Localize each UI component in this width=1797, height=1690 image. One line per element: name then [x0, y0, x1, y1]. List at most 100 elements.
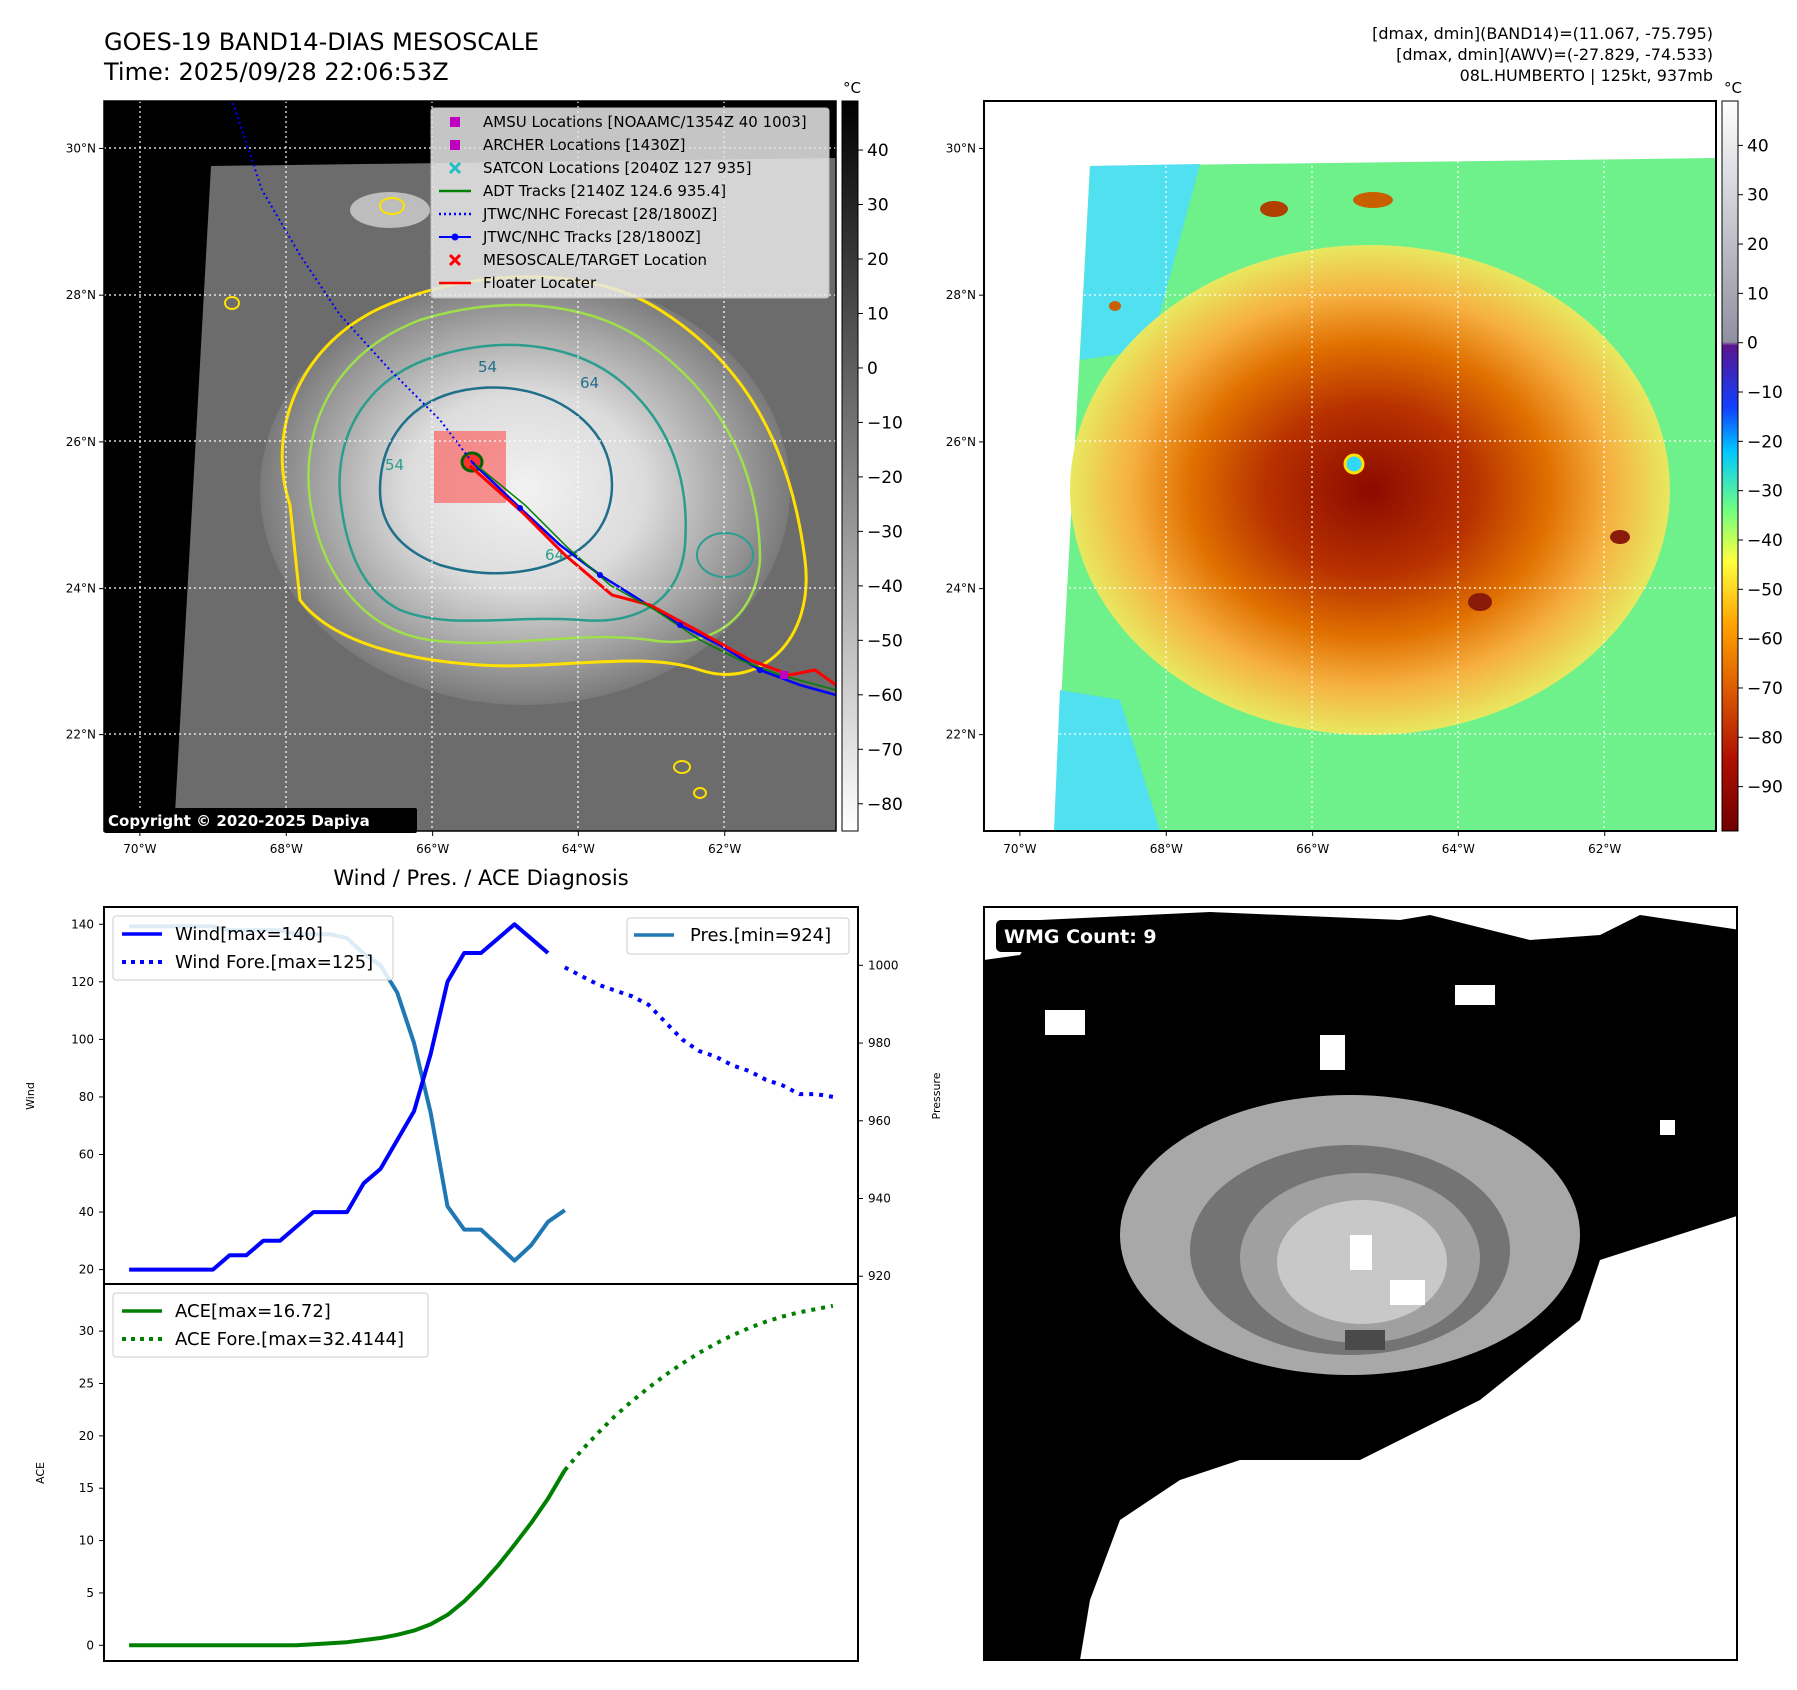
color-colorbar-tick-label: −70: [1747, 679, 1783, 699]
gray-colorbar-tick-label: −80: [867, 795, 903, 815]
ace-chart: 0 5 10 15 20 25 30 ACE ACE[max=16.72] ACE Fore…: [34, 1283, 859, 1662]
adt-track: [474, 463, 836, 691]
stats-band14: [dmax, dmin](BAND14)=(11.067, -75.795): [1372, 24, 1713, 43]
pressure-axis-tick-label: 960: [868, 1114, 891, 1128]
color-colorbar-tick-label: −50: [1747, 580, 1783, 600]
color-colorbar-tick-label: −30: [1747, 482, 1783, 502]
ace-axis-tick-label: 15: [79, 1481, 94, 1495]
enhanced-map-lon-tick-label: 70°W: [1003, 842, 1036, 856]
ir-map-lon-tick-label: 64°W: [562, 842, 595, 856]
jtwc-forecast-track: [232, 102, 473, 463]
ir-map-lon-tick-label: 66°W: [416, 842, 449, 856]
wind-fore-legend-label: Wind Fore.[max=125]: [175, 952, 373, 973]
legend-item-label: JTWC/NHC Forecast [28/1800Z]: [482, 205, 717, 223]
enhanced-map-lat-tick-label: 26°N: [946, 435, 976, 449]
ir-map-lat-tick-label: 28°N: [66, 288, 96, 302]
gray-colorbar: °C 40 30 20 10 0 −10 −20 −30 −40 −50 −60 −70 −80: [841, 79, 903, 832]
ir-map-lon-tick-label: 62°W: [708, 842, 741, 856]
contour-green: [307, 303, 762, 645]
wind-axis-tick-label: 100: [71, 1032, 94, 1046]
stats-awv: [dmax, dmin](AWV)=(-27.829, -74.533): [1396, 45, 1713, 64]
ir-map-panel: 54 64 54 64 AMSU Locations: [103, 100, 837, 833]
enhanced-map-lon-tick-label: 68°W: [1150, 842, 1183, 856]
copyright-text: Copyright © 2020-2025 Dapiya: [108, 812, 370, 830]
gray-colorbar-tick-label: −40: [867, 577, 903, 597]
wind-series-0-line: [129, 922, 550, 1272]
color-colorbar-tick-label: −20: [1747, 432, 1783, 452]
color-colorbar-tick-label: −90: [1747, 778, 1783, 798]
wind-axis-label: Wind: [24, 1082, 37, 1110]
legend-marker-x: [448, 161, 462, 175]
wind-series-1-line: [563, 965, 834, 1099]
ace-axis-tick-label: 0: [86, 1638, 94, 1652]
wmg-panel: WMG Count: 9: [983, 906, 1738, 1661]
contour-label-3: 54: [385, 456, 404, 474]
legend-marker-x: [448, 253, 462, 267]
ace-axis-label: ACE: [34, 1462, 47, 1484]
contour-label-4: 64: [545, 546, 564, 564]
pressure-axis-tick-label: 1000: [868, 958, 899, 972]
gray-colorbar-tick-label: 0: [867, 359, 878, 379]
legend-item-label: AMSU Locations [NOAAMC/1354Z 40 1003]: [483, 113, 807, 131]
copyright-box: [104, 808, 417, 833]
color-colorbar-tick-label: 30: [1747, 186, 1769, 206]
color-colorbar-tick-label: −80: [1747, 728, 1783, 748]
enhanced-map-gridlines: [984, 101, 1716, 831]
enhanced-eye: [1343, 453, 1365, 475]
floater-track: [469, 464, 836, 687]
gray-colorbar-tick-label: 30: [867, 196, 889, 216]
enhanced-map-lat-tick-label: 24°N: [946, 582, 976, 596]
enhanced-map-lat-tick-label: 28°N: [946, 288, 976, 302]
figure-time: Time: 2025/09/28 22:06:53Z: [103, 58, 449, 86]
contour-teal-64: [378, 386, 614, 575]
gray-colorbar-tick-label: −20: [867, 468, 903, 488]
diagnosis-title: Wind / Pres. / ACE Diagnosis: [333, 866, 628, 890]
ace-axis-tick-label: 30: [79, 1324, 94, 1338]
legend-item-label: ARCHER Locations [1430Z]: [483, 136, 686, 154]
ir-map-lat-tick-label: 26°N: [66, 435, 96, 449]
gray-colorbar-tick-label: 10: [867, 304, 889, 324]
wind-pressure-chart: 20 40 60 80 100 120 140 920 940 960 980 1000 Wind …: [24, 906, 943, 1285]
figure-title: GOES-19 BAND14-DIAS MESOSCALE: [104, 28, 539, 56]
pressure-legend-label: Pres.[min=924]: [690, 925, 831, 946]
wind-legend: Wind[max=140] Wind Fore.[max=125]: [112, 915, 394, 981]
color-colorbar-tick-label: 0: [1747, 334, 1758, 354]
gray-colorbar-tick-label: −70: [867, 740, 903, 760]
color-colorbar-tick-label: −60: [1747, 630, 1783, 650]
enhanced-map-lon-tick-label: 62°W: [1588, 842, 1621, 856]
pressure-legend: Pres.[min=924]: [626, 917, 850, 955]
wind-axis-tick-label: 20: [79, 1263, 94, 1277]
wmg-count-label: WMG Count: 9: [1004, 926, 1157, 948]
wmg-label-box: [996, 920, 1178, 952]
enhanced-map-lon-tick-label: 64°W: [1442, 842, 1475, 856]
stats-storm: 08L.HUMBERTO | 125kt, 937mb: [1460, 66, 1713, 85]
color-colorbar: °C 40 30 20 10 0 −10 −20 −30 −40 −50 −60 −70 −80 −90: [1721, 79, 1783, 832]
pressure-axis-label: Pressure: [930, 1072, 943, 1119]
ir-map-legend: AMSU Locations [NOAAMC/1354Z 40 1003] ARC…: [430, 107, 830, 299]
enhanced-map-lon-tick-label: 66°W: [1296, 842, 1329, 856]
color-colorbar-tick-label: −40: [1747, 531, 1783, 551]
gray-colorbar-tick-label: −30: [867, 522, 903, 542]
ir-map-lon-tick-label: 70°W: [123, 842, 156, 856]
color-colorbar-tick-label: 20: [1747, 235, 1769, 255]
gray-colorbar-tick-label: −10: [867, 413, 903, 433]
legend-item-label: Floater Locater: [483, 274, 597, 292]
pressure-axis-tick-label: 940: [868, 1191, 891, 1205]
color-colorbar-tick-label: −10: [1747, 383, 1783, 403]
legend-item-label: SATCON Locations [2040Z 127 935]: [483, 159, 751, 177]
ace-axis-tick-label: 20: [79, 1429, 94, 1443]
gray-colorbar-unit: °C: [843, 79, 861, 97]
ir-map-lat-tick-label: 24°N: [66, 582, 96, 596]
pressure-axis-tick-label: 920: [868, 1269, 891, 1283]
color-colorbar-tick-label: 40: [1747, 136, 1769, 156]
legend-item-label: ADT Tracks [2140Z 124.6 935.4]: [483, 182, 726, 200]
legend-item-label: MESOSCALE/TARGET Location: [483, 251, 707, 269]
wind-axis-tick-label: 140: [71, 917, 94, 931]
ir-storm-cloud: [260, 275, 790, 705]
enhanced-ir-panel: [983, 100, 1717, 832]
gray-colorbar-tick-label: −50: [867, 631, 903, 651]
wind-axis-tick-label: 60: [79, 1147, 94, 1161]
gray-colorbar-tick-label: 40: [867, 141, 889, 161]
enhanced-storm: [1070, 245, 1670, 735]
